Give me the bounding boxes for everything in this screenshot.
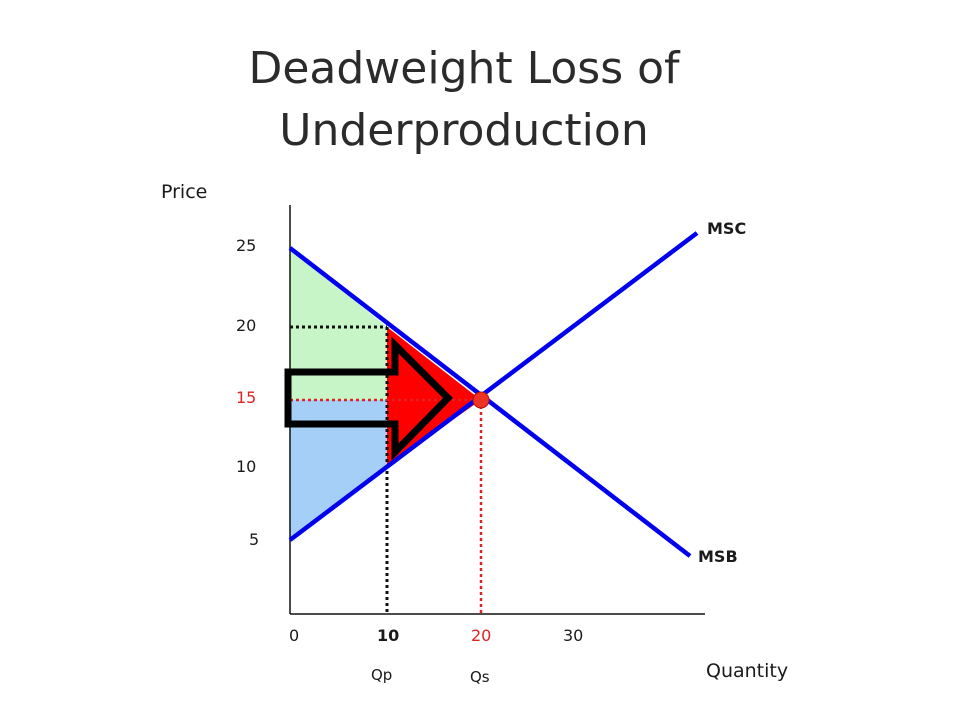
msc-curve xyxy=(288,231,699,542)
y-tick-10: 10 xyxy=(236,457,256,476)
consumer-surplus-area xyxy=(290,248,387,400)
y-tick-25: 25 xyxy=(236,236,256,255)
qp-label: Qp xyxy=(371,666,392,684)
msb-label: MSB xyxy=(698,547,738,566)
msb-curve xyxy=(288,246,692,558)
title-line-2: Underproduction xyxy=(279,105,649,156)
y-axis-title: Price xyxy=(161,181,207,203)
y-tick-20: 20 xyxy=(236,316,256,335)
x-tick-30: 30 xyxy=(563,626,583,645)
slide-title: Deadweight Loss of Underproduction xyxy=(0,38,928,162)
y-tick-15: 15 xyxy=(236,388,256,407)
x-tick-0: 0 xyxy=(289,626,299,645)
x-tick-10: 10 xyxy=(377,626,399,645)
msc-label: MSC xyxy=(707,219,746,238)
x-tick-20: 20 xyxy=(471,626,491,645)
x-axis-title: Quantity xyxy=(706,660,788,682)
right-arrow-icon xyxy=(284,336,453,461)
equilibrium-point xyxy=(472,391,490,409)
y-tick-5: 5 xyxy=(249,530,259,549)
title-line-1: Deadweight Loss of xyxy=(248,43,680,94)
qs-label: Qs xyxy=(470,668,490,686)
producer-surplus-area xyxy=(290,400,387,540)
